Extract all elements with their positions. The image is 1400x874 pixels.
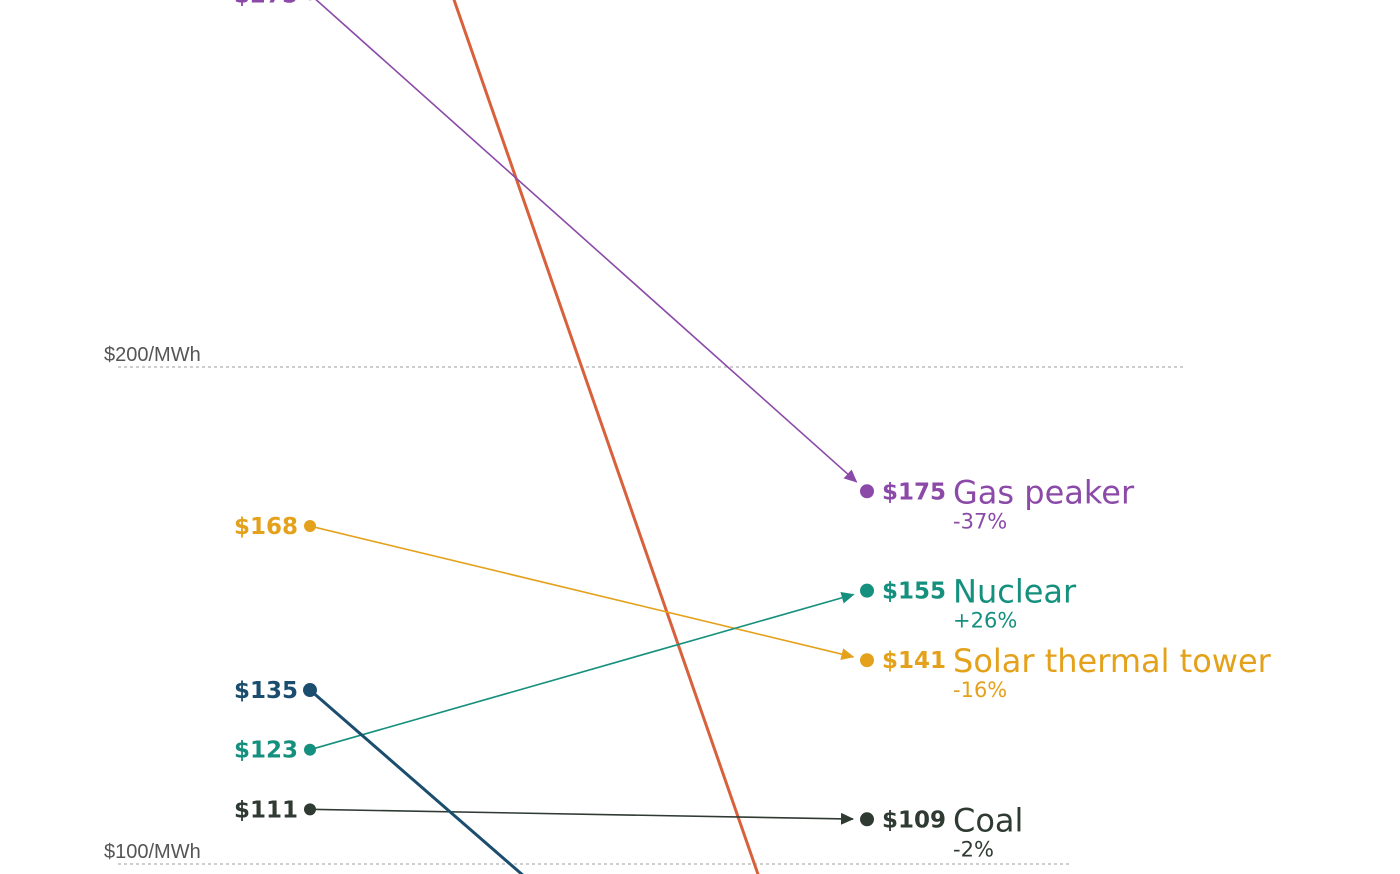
start-point-nuclear xyxy=(304,743,316,756)
start-label-gas-peaker: $275 xyxy=(234,0,298,8)
series-nuclear: $123 $155 Nuclear +26% xyxy=(234,573,1077,764)
series-line-dark-blue xyxy=(309,688,524,874)
start-label-nuclear: $123 xyxy=(234,738,298,764)
change-label-coal: -2% xyxy=(953,837,994,861)
start-point-dark-blue xyxy=(303,683,317,698)
series-dark-blue: $135 xyxy=(234,678,524,874)
series-name-nuclear: Nuclear xyxy=(953,573,1077,611)
start-point-gas-peaker xyxy=(304,0,316,3)
gridline-label-200: $200/MWh xyxy=(104,344,201,366)
change-label-solar-thermal-tower: -16% xyxy=(953,678,1007,702)
series-line-orange xyxy=(452,0,760,874)
series-coal: $111 $109 Coal -2% xyxy=(234,797,1023,861)
series-line-solar-thermal-tower xyxy=(309,525,855,660)
change-label-nuclear: +26% xyxy=(953,609,1017,633)
end-label-nuclear: $155 xyxy=(882,579,946,605)
series-solar-thermal-tower: $168 $141 Solar thermal tower -16% xyxy=(234,514,1272,702)
end-point-coal xyxy=(860,812,874,827)
start-label-dark-blue: $135 xyxy=(234,678,298,704)
end-point-gas-peaker xyxy=(860,484,874,499)
end-point-nuclear xyxy=(860,583,874,598)
end-label-gas-peaker: $175 xyxy=(882,479,946,505)
gridlines: $200/MWh $100/MWh xyxy=(104,344,1185,865)
start-point-solar-thermal-tower xyxy=(304,520,316,533)
start-label-solar-thermal-tower: $168 xyxy=(234,514,298,540)
series-name-solar-thermal-tower: Solar thermal tower xyxy=(953,642,1272,680)
start-label-coal: $111 xyxy=(234,797,298,823)
gridline-label-100: $100/MWh xyxy=(104,841,201,863)
series-line-nuclear xyxy=(309,592,855,751)
start-point-coal xyxy=(304,803,316,816)
end-label-coal: $109 xyxy=(882,807,946,833)
series-gas-peaker: $275 $175 Gas peaker -37% xyxy=(234,0,1135,533)
change-label-gas-peaker: -37% xyxy=(953,509,1007,533)
end-label-solar-thermal-tower: $141 xyxy=(882,648,946,674)
series-line-gas-peaker xyxy=(315,0,858,483)
series-name-gas-peaker: Gas peaker xyxy=(953,473,1135,511)
end-point-solar-thermal-tower xyxy=(860,653,874,668)
series-line-coal xyxy=(309,808,855,825)
series-name-coal: Coal xyxy=(953,801,1023,839)
